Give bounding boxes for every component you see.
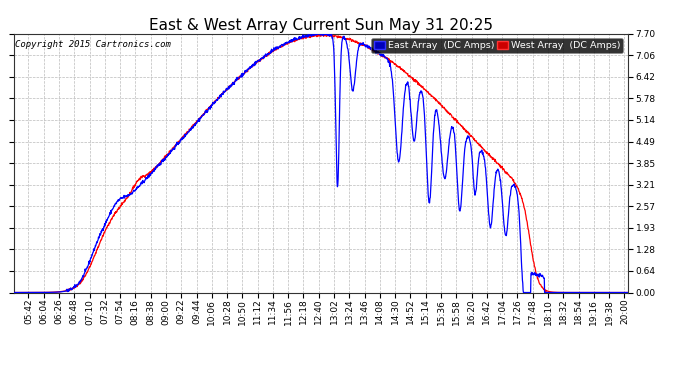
Title: East & West Array Current Sun May 31 20:25: East & West Array Current Sun May 31 20:… <box>149 18 493 33</box>
Text: Copyright 2015 Cartronics.com: Copyright 2015 Cartronics.com <box>15 40 171 49</box>
Legend: East Array  (DC Amps), West Array  (DC Amps): East Array (DC Amps), West Array (DC Amp… <box>371 39 623 53</box>
